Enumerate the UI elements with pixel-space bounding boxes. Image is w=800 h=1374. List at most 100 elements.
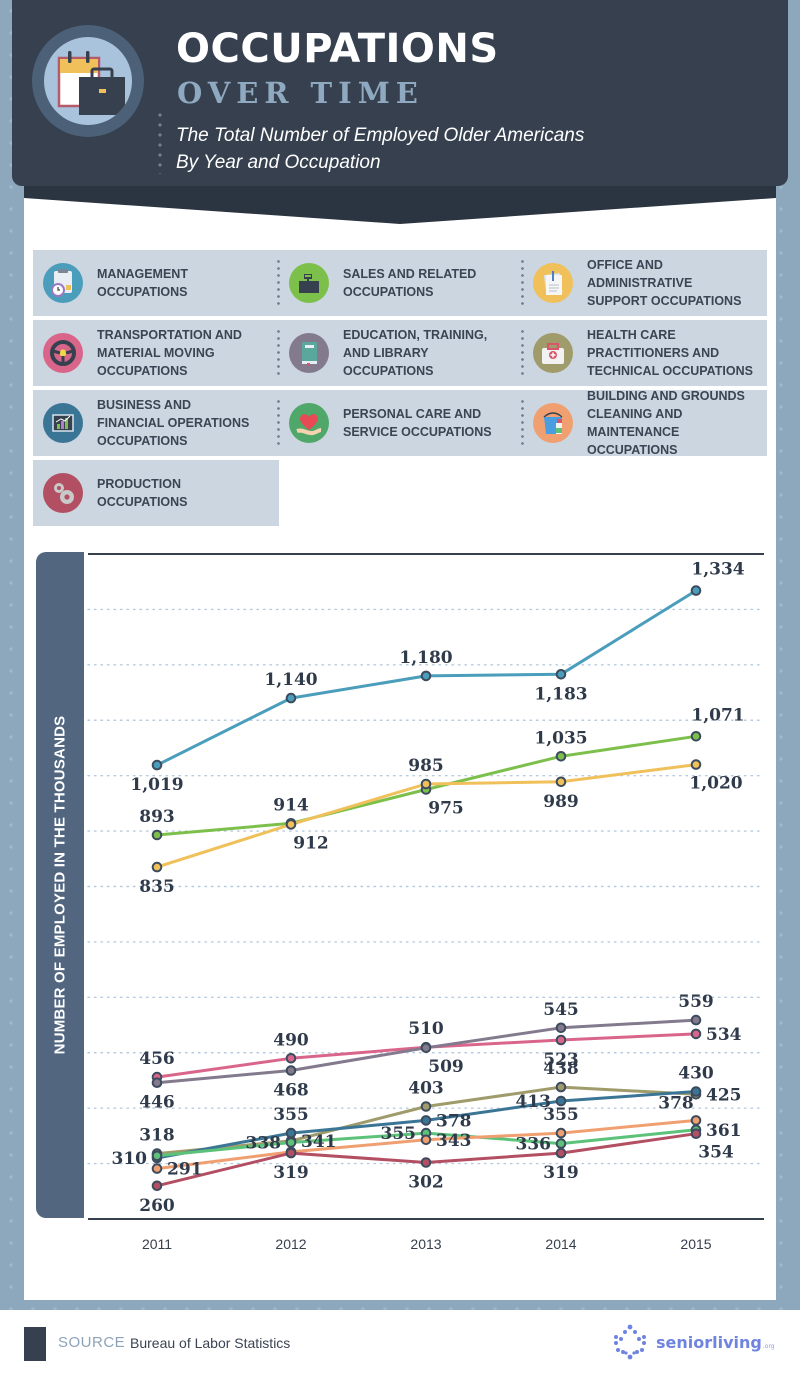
data-point xyxy=(420,1101,432,1112)
data-label: 260 xyxy=(139,1196,175,1216)
data-point xyxy=(285,1147,297,1159)
data-point xyxy=(690,585,702,596)
data-point xyxy=(555,1147,567,1159)
data-point xyxy=(555,1034,567,1046)
cash-register-icon xyxy=(289,263,329,303)
clipboard-clock-icon xyxy=(43,263,83,303)
data-label: 1,035 xyxy=(534,728,587,748)
data-label: 319 xyxy=(543,1163,579,1183)
data-point xyxy=(285,692,297,704)
data-label: 341 xyxy=(301,1132,337,1152)
x-tick-label: 2014 xyxy=(545,1236,576,1252)
data-label: 302 xyxy=(408,1172,444,1192)
data-label: 534 xyxy=(706,1025,742,1045)
brand-name: seniorliving xyxy=(656,1332,762,1352)
legend-label: PERSONAL CARE AND SERVICE OCCUPATIONS xyxy=(343,407,492,439)
data-label: 318 xyxy=(139,1126,175,1146)
data-point xyxy=(690,1128,702,1139)
heart-hand-icon xyxy=(289,403,329,443)
source-text: Bureau of Labor Statistics xyxy=(130,1335,291,1351)
data-point xyxy=(420,778,432,790)
data-label: 355 xyxy=(543,1105,579,1125)
page-subtitle: OVER TIME xyxy=(177,76,424,110)
legend-label: TRANSPORTATION AND MATERIAL MOVING OCCUP… xyxy=(97,328,242,378)
data-point xyxy=(151,1180,163,1192)
legend-item: BUILDING AND GROUNDS CLEANING AND MAINTE… xyxy=(523,389,767,457)
data-point xyxy=(151,759,163,771)
paper-clip-notes-icon xyxy=(533,263,573,303)
data-label: 914 xyxy=(273,795,309,815)
data-point xyxy=(420,1157,432,1168)
legend-separator xyxy=(521,398,524,448)
data-point xyxy=(420,1134,432,1146)
data-point xyxy=(420,1042,432,1054)
brand-tld: .org xyxy=(762,1342,775,1350)
seniorliving-logo-icon xyxy=(614,1324,646,1360)
data-label: 1,334 xyxy=(691,560,744,580)
steering-wheel-icon xyxy=(43,333,83,373)
bar-chart-board-icon xyxy=(43,403,83,443)
legend-item: TRANSPORTATION AND MATERIAL MOVING OCCUP… xyxy=(33,320,242,386)
line-chart: 2011 2012 2013 2014 2015 1,019 1,140 1,180 1,183… xyxy=(87,553,765,1252)
data-label: 378 xyxy=(436,1111,472,1131)
book-icon xyxy=(289,333,329,373)
legend-item: EDUCATION, TRAINING, AND LIBRARY OCCUPAT… xyxy=(279,320,487,386)
data-label: 1,180 xyxy=(399,648,452,668)
data-label: 355 xyxy=(273,1105,309,1125)
description-line-1: The Total Number of Employed Older Ameri… xyxy=(176,125,585,146)
data-point xyxy=(285,1127,297,1139)
data-point xyxy=(690,731,702,742)
data-point xyxy=(420,1115,432,1126)
header-chevron xyxy=(24,186,776,224)
logo-badge xyxy=(32,25,144,137)
legend-separator xyxy=(277,328,280,378)
data-label: 912 xyxy=(293,833,329,853)
data-label: 354 xyxy=(698,1143,734,1163)
data-point xyxy=(285,1053,297,1064)
legend-row: PRODUCTION OCCUPATIONS xyxy=(33,460,279,526)
data-label: 319 xyxy=(273,1163,309,1183)
data-label: 559 xyxy=(678,992,714,1012)
legend-item: MANAGEMENT OCCUPATIONS xyxy=(33,250,188,316)
data-label: 378 xyxy=(658,1093,694,1113)
data-label: 468 xyxy=(273,1080,309,1100)
data-label: 509 xyxy=(428,1057,464,1077)
legend-separator xyxy=(277,258,280,308)
legend-label: MANAGEMENT OCCUPATIONS xyxy=(97,267,188,299)
data-label: 1,183 xyxy=(534,684,587,704)
data-label: 338 xyxy=(246,1134,282,1154)
legend-label: SALES AND RELATED OCCUPATIONS xyxy=(343,267,477,299)
legend-item: OFFICE AND ADMINISTRATIVE SUPPORT OCCUPA… xyxy=(523,250,741,316)
legend-row: TRANSPORTATION AND MATERIAL MOVING OCCUP… xyxy=(33,320,767,386)
data-label: 523 xyxy=(543,1050,579,1070)
data-label: 510 xyxy=(408,1019,444,1039)
data-label: 893 xyxy=(139,807,175,827)
brand-logo[interactable]: seniorliving .org xyxy=(610,1322,775,1362)
data-point xyxy=(555,1022,567,1034)
data-point xyxy=(555,1095,567,1107)
data-point xyxy=(555,1081,567,1093)
x-tick-label: 2012 xyxy=(275,1236,306,1252)
legend-label: HEALTH CARE PRACTITIONERS AND TECHNICAL … xyxy=(587,328,753,378)
data-point xyxy=(690,1115,702,1126)
legend-label: BUSINESS AND FINANCIAL OPERATIONS OCCUPA… xyxy=(97,398,250,448)
gears-icon xyxy=(43,473,83,513)
series-line xyxy=(156,1032,697,1079)
legend-label: EDUCATION, TRAINING, AND LIBRARY OCCUPAT… xyxy=(343,328,488,378)
legend-item: PERSONAL CARE AND SERVICE OCCUPATIONS xyxy=(279,390,492,456)
data-point xyxy=(555,1138,567,1149)
legend-item: HEALTH CARE PRACTITIONERS AND TECHNICAL … xyxy=(523,320,753,386)
legend-label: BUILDING AND GROUNDS CLEANING AND MAINTE… xyxy=(587,389,745,457)
data-label: 336 xyxy=(516,1135,552,1155)
x-tick-label: 2013 xyxy=(410,1236,441,1252)
data-label: 1,020 xyxy=(689,774,742,794)
decorative-dots xyxy=(158,110,162,174)
legend-item: PRODUCTION OCCUPATIONS xyxy=(33,460,188,526)
legend-row: MANAGEMENT OCCUPATIONS SALES AND RELATED … xyxy=(33,250,767,316)
footer-accent-bar xyxy=(24,1327,46,1361)
data-label: 490 xyxy=(273,1030,309,1050)
data-point xyxy=(151,1150,163,1162)
data-label: 343 xyxy=(436,1131,472,1151)
data-point xyxy=(285,1065,297,1076)
page-title: OCCUPATIONS xyxy=(176,26,499,72)
